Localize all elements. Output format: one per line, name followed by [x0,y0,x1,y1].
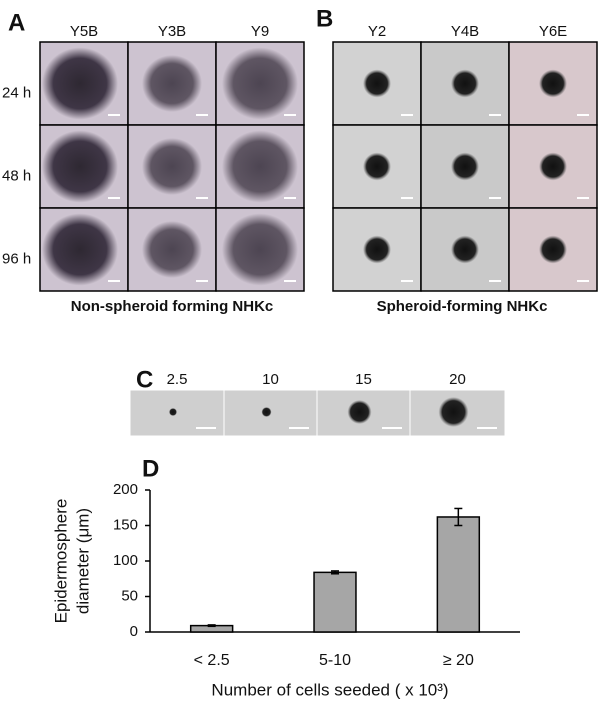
column-header: Y9 [251,23,269,40]
spheroid [539,152,567,181]
y-axis-title: diameter (μm) [73,508,92,614]
x-axis-title: Number of cells seeded ( x 10³) [211,680,448,699]
cell-cluster [222,213,298,286]
spheroid [451,235,479,264]
micrographs [39,41,598,437]
y-tick-label: 200 [113,481,138,498]
bar [436,516,481,633]
cell-cluster [142,221,202,278]
bar [313,571,357,633]
spheroid [363,152,391,181]
cell-cluster [42,130,118,203]
y-tick-label: 50 [121,587,138,604]
spheroid [539,235,567,264]
x-tick-label: < 2.5 [194,652,230,669]
caption: Non-spheroid forming NHKc [71,298,274,315]
y-tick-label: 0 [130,623,138,640]
spheroid [363,235,391,264]
x-tick-label: 5-10 [319,652,351,669]
column-header: Y6E [539,23,567,40]
cell-cluster [42,47,118,120]
column-header: 10 [262,371,279,388]
y-tick-label: 150 [113,516,138,533]
column-header: 2.5 [167,371,188,388]
cell-cluster [222,47,298,120]
panel-label: A [8,9,25,36]
cell-cluster [42,213,118,286]
row-label: 48 h [2,167,31,184]
row-label: 96 h [2,250,31,267]
spheroid [169,408,177,416]
column-header: Y3B [158,23,186,40]
row-label: 24 h [2,84,31,101]
cell-cluster [142,138,202,195]
column-header: 15 [355,371,372,388]
cell-cluster [222,130,298,203]
spheroid [347,400,372,424]
panel-label: B [316,5,333,32]
x-tick-label: ≥ 20 [443,652,474,669]
spheroid [438,397,469,427]
panel-label: C [136,366,153,393]
cell-cluster [142,55,202,112]
column-header: Y2 [368,23,386,40]
column-header: Y5B [70,23,98,40]
caption: Spheroid-forming NHKc [377,298,548,315]
y-tick-label: 100 [113,552,138,569]
spheroid [451,152,479,181]
column-header: Y4B [451,23,479,40]
spheroid [363,69,391,98]
spheroid [539,69,567,98]
spheroid [451,69,479,98]
y-axis-title: Epidermosphere [51,499,70,624]
micrograph [129,389,225,437]
spheroid [261,407,272,417]
panel-label: D [142,455,159,482]
column-header: 20 [449,371,466,388]
